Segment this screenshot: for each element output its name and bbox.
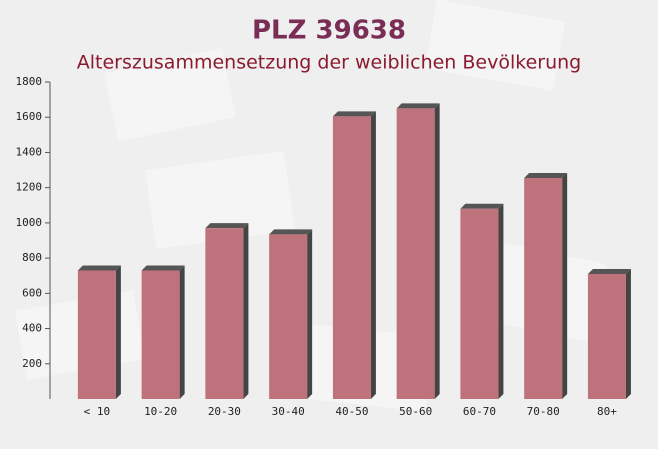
y-tick-label: 1000 xyxy=(16,216,43,229)
x-tick-label: 70-80 xyxy=(527,405,560,418)
bar-top xyxy=(141,265,185,271)
x-tick-label: 60-70 xyxy=(463,405,496,418)
bar-top xyxy=(205,223,249,229)
bar-side xyxy=(115,265,121,399)
y-tick-label: 200 xyxy=(22,357,42,370)
y-tick-label: 1400 xyxy=(16,145,43,158)
bar xyxy=(332,116,371,399)
x-tick-label: 40-50 xyxy=(335,405,368,418)
bar-side xyxy=(434,103,440,400)
bar-top xyxy=(587,268,631,274)
bar xyxy=(77,270,116,399)
y-tick-label: 600 xyxy=(22,286,42,299)
bar xyxy=(205,228,244,399)
x-tick-label: < 10 xyxy=(84,405,111,418)
bar-top xyxy=(396,103,440,109)
y-tick-label: 800 xyxy=(22,251,42,264)
bar-side xyxy=(179,265,185,399)
bar-top xyxy=(524,172,568,178)
x-tick-label: 20-30 xyxy=(208,405,241,418)
bar xyxy=(460,208,499,399)
chart-title: PLZ 39638 xyxy=(252,16,406,46)
y-tick-label: 400 xyxy=(22,322,42,335)
bar xyxy=(524,177,563,399)
bar-top xyxy=(269,229,313,235)
chart-subtitle: Alterszusammensetzung der weiblichen Bev… xyxy=(77,52,581,74)
bar xyxy=(269,234,308,399)
bar-side xyxy=(243,223,249,399)
bar-top xyxy=(460,203,504,209)
bar xyxy=(141,270,180,399)
bar-side xyxy=(307,229,313,399)
y-tick-label: 1600 xyxy=(16,110,43,123)
bar-side xyxy=(625,268,631,399)
x-tick-label: 10-20 xyxy=(144,405,177,418)
bar-top xyxy=(77,265,121,271)
bar xyxy=(396,108,435,400)
bar-side xyxy=(498,203,504,399)
x-tick-label: 80+ xyxy=(597,405,617,418)
bar-top xyxy=(332,111,376,117)
bar-side xyxy=(562,172,568,399)
x-tick-label: 30-40 xyxy=(272,405,305,418)
y-tick-label: 1200 xyxy=(16,181,43,194)
x-tick-label: 50-60 xyxy=(399,405,432,418)
y-tick-label: 1800 xyxy=(16,75,43,88)
bar-side xyxy=(370,111,376,399)
bar xyxy=(587,273,626,399)
